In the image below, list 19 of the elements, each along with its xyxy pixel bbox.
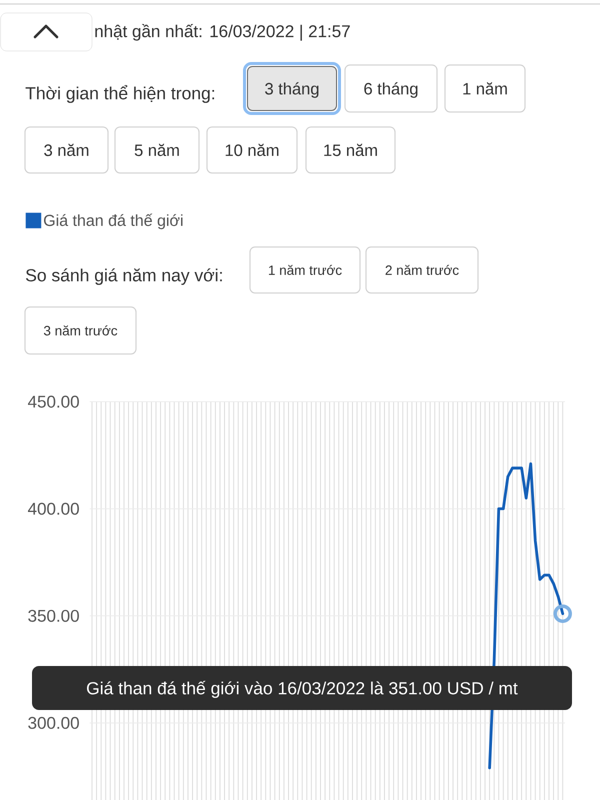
text: 6 tháng xyxy=(364,82,418,98)
text: 5 năm xyxy=(134,144,179,156)
text: 10 năm xyxy=(226,144,278,156)
y-tick-label: 350.00 xyxy=(28,610,79,622)
text: So sánh giá năm nay với: xyxy=(26,268,222,285)
annotation: Giá than đá thế giới vào 16/03/2022 là 351.00 USD / mt xyxy=(87,680,518,698)
text: 1 năm trước xyxy=(268,264,342,275)
text: 15 năm xyxy=(324,144,377,156)
y-tick-label: 400.00 xyxy=(28,502,79,515)
text: 3 năm trước xyxy=(44,325,118,336)
text: 2 năm trước xyxy=(386,264,459,275)
text: 1 năm xyxy=(463,82,507,95)
text: 3 tháng xyxy=(265,82,318,98)
y-tick-label: 300.00 xyxy=(28,716,79,729)
chart-title: nhật gần nhất: 16/03/2022 | 21:57 xyxy=(95,24,350,41)
y-tick-label: 450.00 xyxy=(28,396,79,408)
legend-label: Giá than đá thế giới xyxy=(44,214,182,230)
text: 3 năm xyxy=(44,144,88,156)
text: Thời gian thể hiện trong: xyxy=(26,85,214,103)
